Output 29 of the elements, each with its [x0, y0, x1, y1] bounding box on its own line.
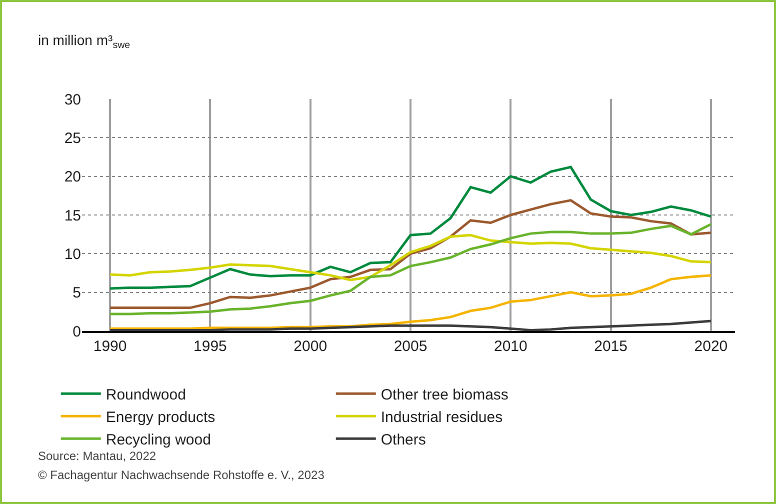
legend-label: Roundwood: [106, 386, 186, 404]
legend-label: Recycling wood: [106, 432, 211, 448]
y-tick-label: 0: [72, 323, 81, 340]
text: © Fachagentur Nachwachsende Rohstoffe e. V., 2023: [38, 468, 325, 482]
y-tick-label: 20: [64, 168, 81, 186]
legend-label: Others: [380, 432, 426, 448]
y-tick-label: 5: [72, 284, 81, 302]
x-tick-label: 2020: [694, 338, 728, 355]
y-tick-label: 10: [64, 246, 81, 263]
legend-label: Other tree biomass: [380, 386, 508, 404]
x-tick-label: 2010: [494, 338, 528, 355]
y-tick-label: 30: [64, 91, 81, 108]
line-series: [108, 223, 712, 316]
x-tick-label: 2015: [594, 338, 628, 355]
x-tick-label: 2000: [294, 338, 328, 355]
y-axis-title: in million m³$_{swe}$: [38, 32, 131, 51]
legend-label: Energy products: [106, 409, 216, 426]
y-tick-label: 25: [64, 130, 81, 147]
x-tick-label: 1995: [194, 338, 227, 355]
line-series: [108, 234, 712, 282]
line-series: [108, 274, 712, 330]
line-series: [108, 199, 712, 310]
x-tick-label: 1990: [93, 338, 127, 355]
line-series: [108, 166, 712, 290]
source-note: Source: Mantau, 2022: [38, 449, 156, 463]
legend-label: Industrial residues: [380, 409, 503, 426]
line-series: [108, 320, 712, 331]
x-tick-label: 2005: [394, 338, 428, 355]
y-tick-label: 15: [64, 207, 81, 224]
